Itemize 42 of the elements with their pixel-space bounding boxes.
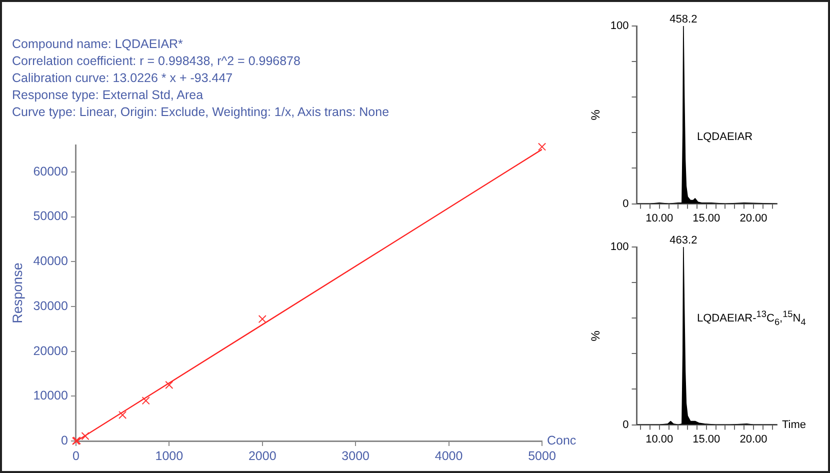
annotation: LQDAEIAR-$^{13}$C$_{6}$,$^{15}$N$_{4}$ bbox=[697, 309, 806, 327]
text: Correlation coefficient: r = 0.998438, r^2 = 0.996878 bbox=[12, 54, 300, 68]
point bbox=[118, 410, 127, 420]
x-axis-title: Conc bbox=[547, 433, 576, 448]
point bbox=[538, 142, 546, 151]
y-tick-label: 10000 bbox=[33, 388, 68, 403]
y-tick-label: 50000 bbox=[33, 209, 68, 224]
text: Curve type: Linear, Origin: Exclude, Weighting: 1/x, Axis trans: None bbox=[12, 105, 390, 119]
y-axis-title: % bbox=[588, 109, 603, 120]
point bbox=[142, 396, 150, 405]
x-tick-label: 0 bbox=[72, 448, 80, 463]
x-tick-label: 5000 bbox=[528, 448, 556, 463]
x-tick-label: 4000 bbox=[434, 448, 463, 463]
y-tick-label: 0 bbox=[622, 418, 629, 431]
y-tick-label: 0 bbox=[622, 198, 629, 210]
text: Compound name: LQDAEIAR* bbox=[12, 37, 183, 51]
point bbox=[258, 314, 266, 324]
annotation: LQDAEIAR bbox=[697, 131, 753, 143]
x-tick-label: 10.00 bbox=[646, 433, 674, 446]
point bbox=[81, 432, 90, 440]
x-axis-title: Time bbox=[782, 418, 806, 431]
x-tick-label: 15.00 bbox=[692, 212, 720, 224]
point bbox=[165, 380, 174, 389]
x-tick-label: 20.00 bbox=[740, 212, 768, 224]
y-axis-title: % bbox=[588, 330, 603, 342]
y-tick-label: 20000 bbox=[33, 344, 68, 358]
annotation: 463.2 bbox=[670, 234, 698, 247]
x-tick-label: 20.00 bbox=[740, 433, 768, 446]
y-tick-label: 30000 bbox=[33, 298, 68, 313]
y-tick-label: 40000 bbox=[33, 254, 68, 268]
y-axis-title: Response bbox=[10, 262, 25, 324]
x-tick-label: 2000 bbox=[248, 448, 276, 463]
x-tick-label: 10.00 bbox=[646, 212, 674, 224]
text: Response type: External Std, Area bbox=[12, 88, 204, 102]
x-tick-label: 15.00 bbox=[692, 433, 720, 446]
text: Calibration curve: 13.0226 * x + -93.447 bbox=[12, 71, 233, 85]
annotation: 458.2 bbox=[670, 14, 698, 26]
x-tick-label: 1000 bbox=[155, 448, 184, 463]
y-tick-label: 100 bbox=[610, 20, 629, 32]
y-tick-label: 60000 bbox=[33, 164, 68, 178]
y-tick-label: 100 bbox=[610, 241, 629, 254]
x-tick-label: 3000 bbox=[342, 448, 370, 463]
